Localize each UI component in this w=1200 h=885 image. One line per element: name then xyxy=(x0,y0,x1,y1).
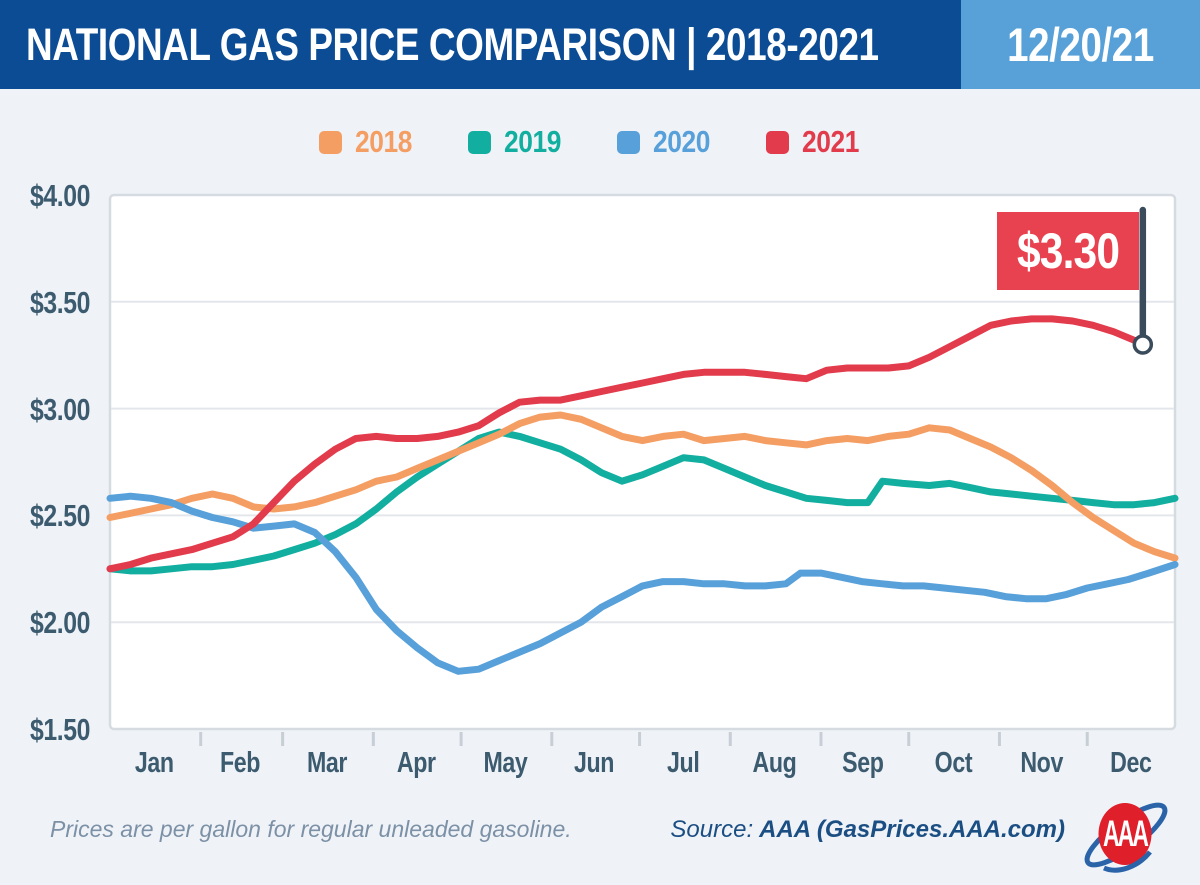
legend-label-2020: 2020 xyxy=(653,124,710,159)
y-axis-label: $2.00 xyxy=(29,605,90,641)
line-2019 xyxy=(106,428,1179,575)
y-axis-label: $2.50 xyxy=(29,498,90,534)
x-axis-label-Jan: Jan xyxy=(134,747,174,779)
date-box: 12/20/21 xyxy=(961,0,1200,89)
x-axis-label-Dec: Dec xyxy=(1110,747,1152,779)
x-axis-label-Jun: Jun xyxy=(573,747,615,779)
legend-swatch-2018 xyxy=(319,130,343,154)
legend-swatch-2020 xyxy=(617,130,640,154)
x-axis-label-Sep: Sep xyxy=(842,747,884,779)
y-axis-label: $1.50 xyxy=(29,712,90,747)
source-prefix: Source: xyxy=(670,816,754,843)
svg-text:AAA: AAA xyxy=(1103,812,1149,854)
y-axis-label: $3.50 xyxy=(29,284,90,320)
price-callout-value: $3.30 xyxy=(1016,223,1120,279)
line-2020 xyxy=(106,492,1179,675)
legend-label-2019: 2019 xyxy=(504,124,561,159)
legend-label-2021: 2021 xyxy=(801,124,859,159)
footnote: Prices are per gallon for regular unlead… xyxy=(50,816,572,842)
x-axis-label-Aug: Aug xyxy=(752,747,796,779)
line-2018 xyxy=(106,411,1179,562)
title-bar: NATIONAL GAS PRICE COMPARISON | 2018-202… xyxy=(0,0,961,89)
source-line: Source: AAA (GasPrices.AAA.com) xyxy=(0,816,1065,844)
legend-item-2020: 2020 xyxy=(617,124,720,160)
y-axis-label: $4.00 xyxy=(29,178,90,213)
x-axis-label-Apr: Apr xyxy=(396,747,436,779)
legend-item-2018: 2018 xyxy=(319,124,422,160)
header-bar: NATIONAL GAS PRICE COMPARISON | 2018-202… xyxy=(0,0,1200,89)
aaa-logo-icon: AAA xyxy=(1084,802,1168,873)
x-axis-label-Oct: Oct xyxy=(934,747,972,779)
x-axis-label-Nov: Nov xyxy=(1020,747,1064,779)
chart-legend: 2018 2019 2020 2021 xyxy=(0,124,1188,160)
legend-item-2019: 2019 xyxy=(468,124,571,160)
x-axis-label-Jul: Jul xyxy=(666,747,700,779)
date-label: 12/20/21 xyxy=(1007,18,1154,71)
y-axis-label: $3.00 xyxy=(29,391,90,427)
page-title: NATIONAL GAS PRICE COMPARISON | 2018-202… xyxy=(26,18,879,70)
x-axis-label-May: May xyxy=(483,747,527,779)
source-text: AAA (GasPrices.AAA.com) xyxy=(759,816,1065,843)
legend-swatch-2021 xyxy=(765,130,789,154)
legend-swatch-2019 xyxy=(468,130,492,154)
price-callout-flag: $3.30 xyxy=(997,212,1139,290)
legend-label-2018: 2018 xyxy=(355,124,412,159)
x-axis-label-Feb: Feb xyxy=(219,747,261,779)
line-2021 xyxy=(106,315,1147,573)
legend-item-2021: 2021 xyxy=(765,124,869,160)
x-axis-label-Mar: Mar xyxy=(306,747,348,779)
